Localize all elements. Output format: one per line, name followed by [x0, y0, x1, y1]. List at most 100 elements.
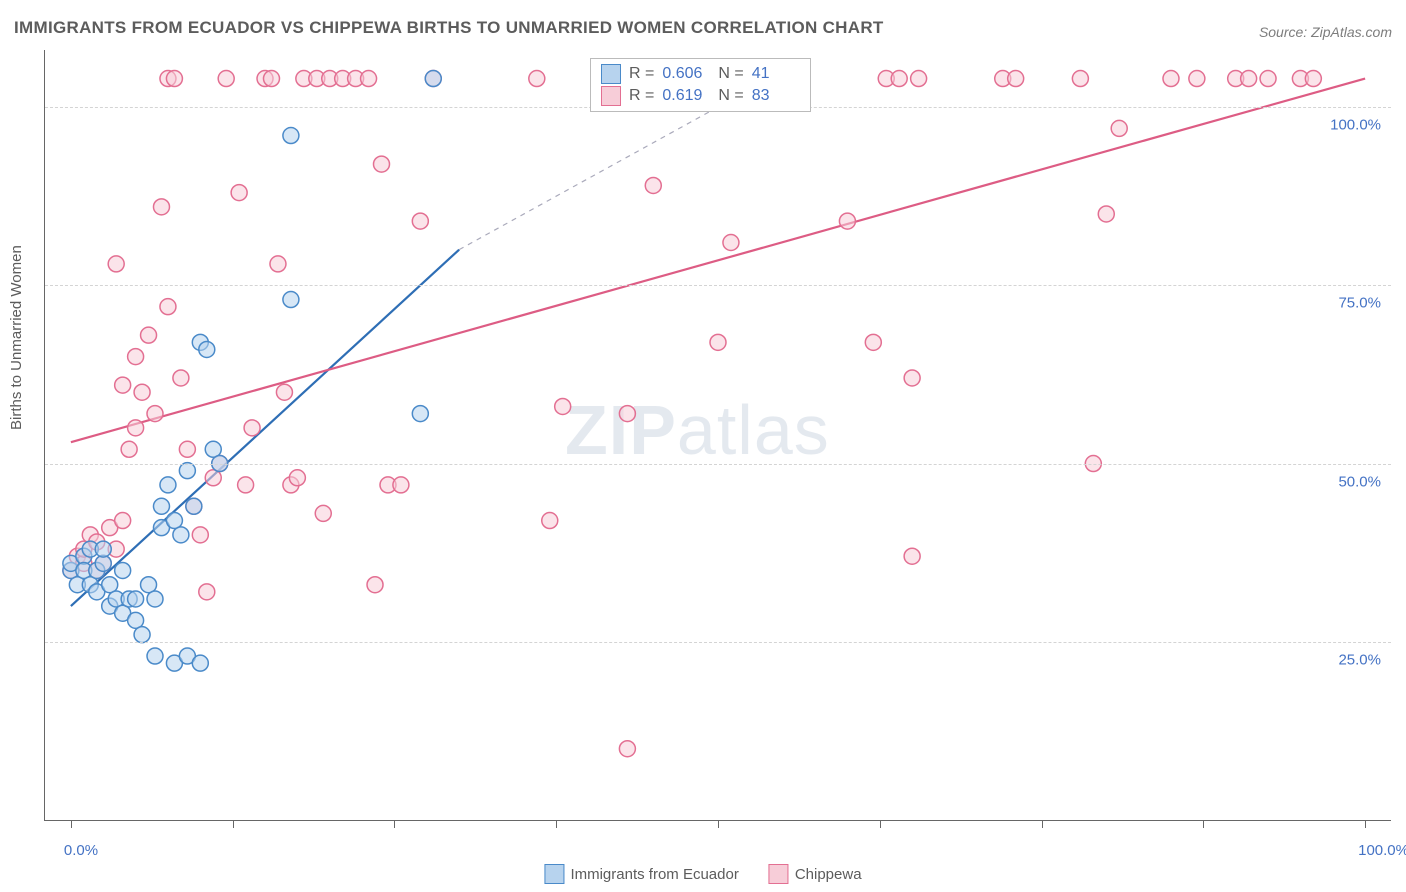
point-chippewa	[115, 377, 131, 393]
point-chippewa	[1008, 71, 1024, 87]
point-chippewa	[619, 741, 635, 757]
point-chippewa	[179, 441, 195, 457]
legend-item-ecuador: Immigrants from Ecuador	[544, 864, 738, 884]
x-tick-label: 0.0%	[64, 842, 98, 859]
point-chippewa	[1072, 71, 1088, 87]
gridline	[45, 285, 1391, 286]
point-ecuador	[115, 562, 131, 578]
legend-swatch-ecuador	[544, 864, 564, 884]
point-chippewa	[555, 398, 571, 414]
point-chippewa	[244, 420, 260, 436]
point-chippewa	[1260, 71, 1276, 87]
stats-n-value: 83	[752, 87, 800, 105]
point-chippewa	[529, 71, 545, 87]
point-ecuador	[283, 292, 299, 308]
point-chippewa	[270, 256, 286, 272]
point-ecuador	[128, 591, 144, 607]
stats-r-value: 0.619	[662, 87, 710, 105]
correlation-chart: IMMIGRANTS FROM ECUADOR VS CHIPPEWA BIRT…	[0, 0, 1406, 892]
x-tick	[1042, 820, 1043, 828]
point-ecuador	[95, 541, 111, 557]
point-chippewa	[619, 406, 635, 422]
x-tick	[233, 820, 234, 828]
point-ecuador	[192, 655, 208, 671]
point-chippewa	[645, 177, 661, 193]
point-chippewa	[1111, 120, 1127, 136]
gridline	[45, 642, 1391, 643]
point-chippewa	[710, 334, 726, 350]
point-ecuador	[425, 71, 441, 87]
stats-row-ecuador: R = 0.606 N = 41	[599, 63, 802, 85]
point-chippewa	[128, 349, 144, 365]
stats-swatch-ecuador	[601, 64, 621, 84]
x-tick	[556, 820, 557, 828]
point-chippewa	[231, 185, 247, 201]
x-tick	[1203, 820, 1204, 828]
point-chippewa	[115, 513, 131, 529]
legend-label-chippewa: Chippewa	[795, 866, 862, 883]
point-chippewa	[1189, 71, 1205, 87]
point-ecuador	[412, 406, 428, 422]
y-axis-label: Births to Unmarried Women	[8, 245, 25, 430]
point-chippewa	[315, 505, 331, 521]
point-chippewa	[542, 513, 558, 529]
point-chippewa	[153, 199, 169, 215]
stats-r-value: 0.606	[662, 65, 710, 83]
legend: Immigrants from Ecuador Chippewa	[544, 864, 861, 884]
gridline	[45, 464, 1391, 465]
point-ecuador	[199, 341, 215, 357]
point-ecuador	[147, 591, 163, 607]
x-tick-label: 100.0%	[1358, 842, 1406, 859]
plot-area: ZIPatlas 25.0%50.0%75.0%100.0%R =0.606N …	[44, 50, 1391, 821]
plot-svg	[45, 50, 1391, 820]
point-chippewa	[412, 213, 428, 229]
point-chippewa	[904, 548, 920, 564]
x-tick	[394, 820, 395, 828]
point-chippewa	[276, 384, 292, 400]
legend-item-chippewa: Chippewa	[769, 864, 862, 884]
x-tick	[880, 820, 881, 828]
legend-label-ecuador: Immigrants from Ecuador	[570, 866, 738, 883]
stats-n-value: 41	[752, 65, 800, 83]
point-chippewa	[128, 420, 144, 436]
point-chippewa	[263, 71, 279, 87]
stats-r-label: R =	[629, 87, 654, 105]
point-chippewa	[1305, 71, 1321, 87]
point-chippewa	[911, 71, 927, 87]
point-ecuador	[134, 627, 150, 643]
point-ecuador	[283, 128, 299, 144]
point-chippewa	[723, 235, 739, 251]
point-chippewa	[839, 213, 855, 229]
stats-n-label: N =	[718, 87, 743, 105]
point-chippewa	[134, 384, 150, 400]
stats-r-label: R =	[629, 65, 654, 83]
x-tick	[718, 820, 719, 828]
point-chippewa	[1241, 71, 1257, 87]
chart-title: IMMIGRANTS FROM ECUADOR VS CHIPPEWA BIRT…	[14, 18, 884, 38]
x-tick	[71, 820, 72, 828]
point-chippewa	[141, 327, 157, 343]
point-chippewa	[238, 477, 254, 493]
y-tick-label: 100.0%	[1330, 117, 1381, 134]
point-chippewa	[904, 370, 920, 386]
point-ecuador	[153, 498, 169, 514]
point-chippewa	[865, 334, 881, 350]
point-chippewa	[361, 71, 377, 87]
point-ecuador	[173, 527, 189, 543]
point-chippewa	[374, 156, 390, 172]
point-chippewa	[160, 299, 176, 315]
stats-box: R = 0.606 N = 41 R = 0.619 N = 83	[590, 58, 811, 112]
point-chippewa	[218, 71, 234, 87]
point-ecuador	[179, 463, 195, 479]
y-tick-label: 25.0%	[1338, 651, 1381, 668]
point-chippewa	[393, 477, 409, 493]
point-ecuador	[147, 648, 163, 664]
x-tick	[1365, 820, 1366, 828]
trend-ext-ecuador	[459, 107, 718, 250]
y-tick-label: 75.0%	[1338, 295, 1381, 312]
point-chippewa	[289, 470, 305, 486]
point-chippewa	[199, 584, 215, 600]
point-chippewa	[891, 71, 907, 87]
stats-n-label: N =	[718, 65, 743, 83]
point-chippewa	[147, 406, 163, 422]
